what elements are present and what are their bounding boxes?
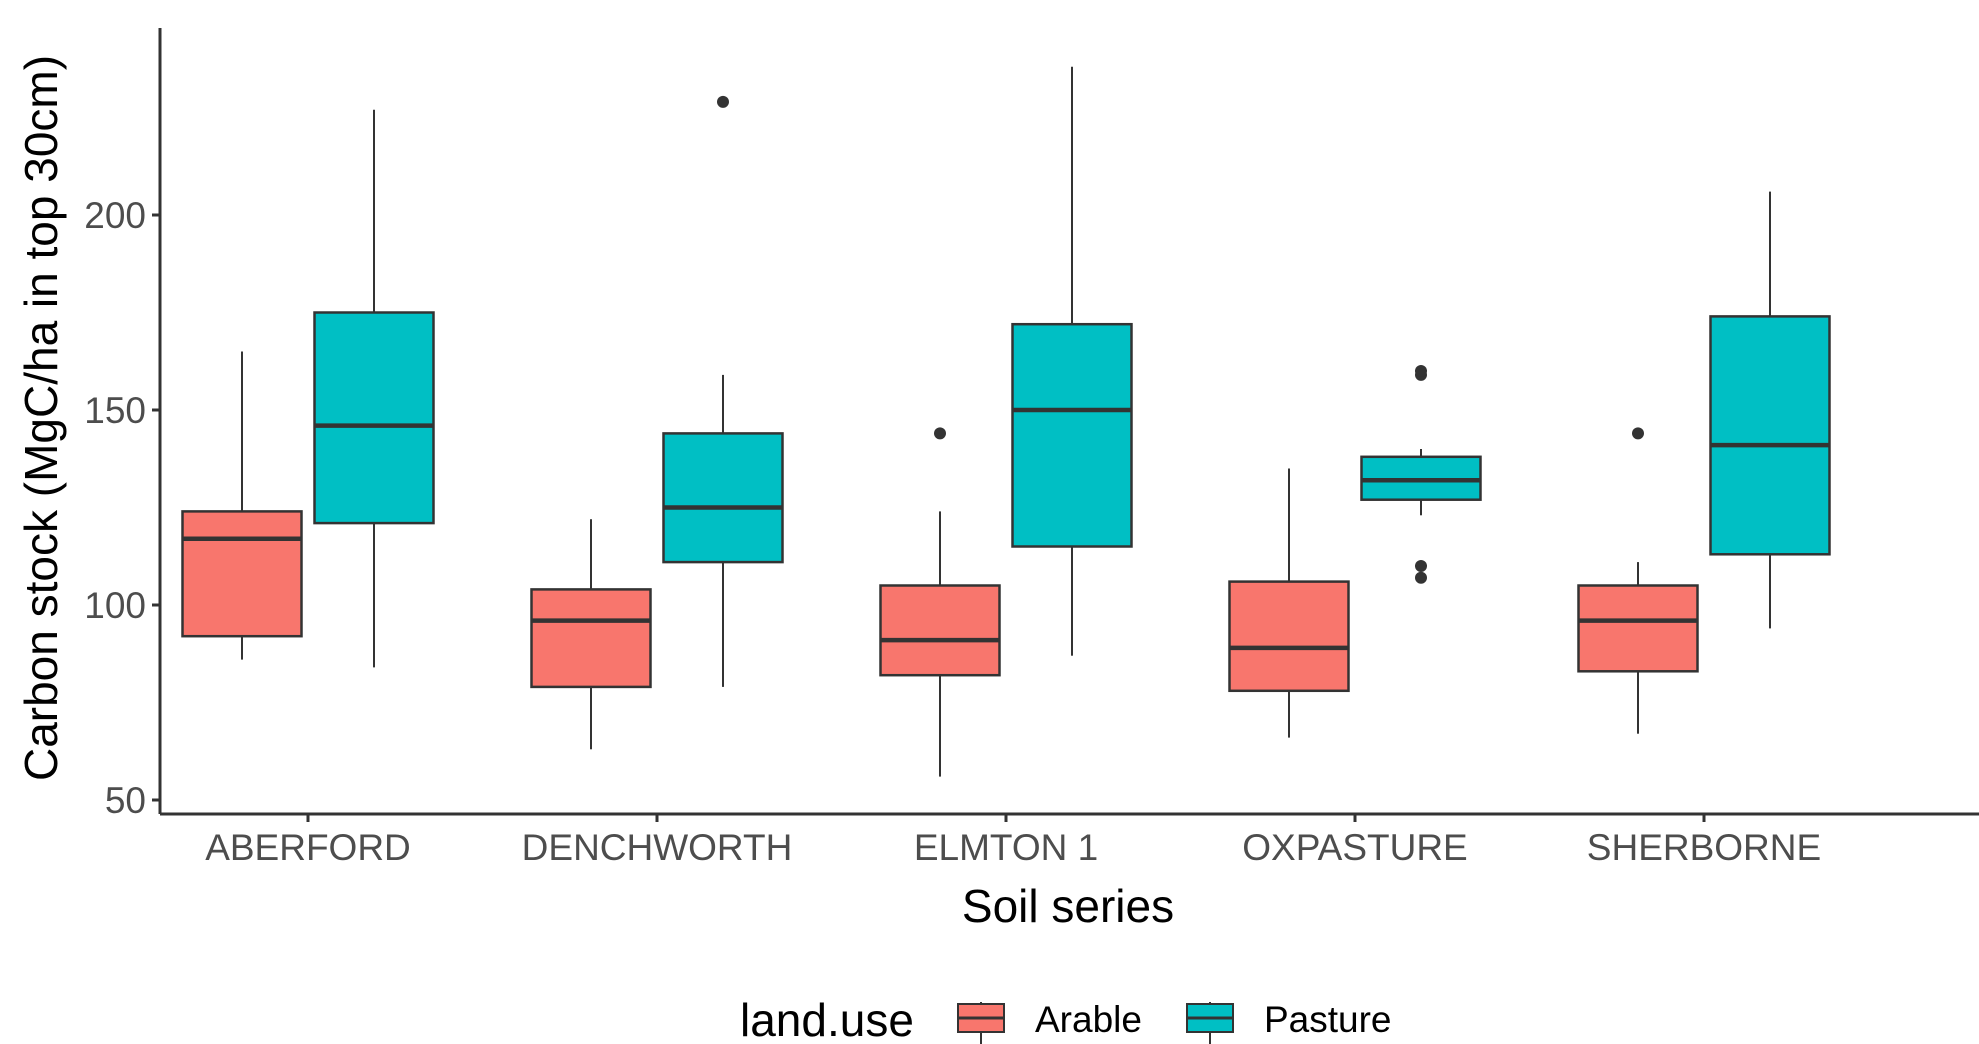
legend-key-pasture (1186, 1002, 1234, 1044)
x-tick-label: SHERBORNE (1587, 827, 1821, 868)
y-tick-label: 100 (84, 585, 146, 626)
iqr-box (1577, 584, 1699, 673)
x-tick-label: DENCHWORTH (522, 827, 793, 868)
y-tick-label: 200 (84, 195, 146, 236)
iqr-box (313, 311, 435, 525)
outlier-point (717, 95, 729, 108)
iqr-box (879, 584, 1001, 677)
plot-area (181, 66, 1831, 777)
iqr-box (181, 510, 303, 638)
box-arable-0 (181, 351, 303, 660)
box-pasture-0 (313, 109, 435, 668)
iqr-box (662, 432, 784, 564)
box-pasture-2 (1011, 66, 1133, 656)
x-tick-label: ELMTON 1 (914, 827, 1098, 868)
iqr-box (530, 588, 652, 689)
outlier-point (1415, 571, 1427, 584)
outlier-point (934, 427, 946, 440)
box-pasture-3 (1360, 365, 1482, 584)
x-tick-label: ABERFORD (205, 827, 411, 868)
y-tick-label: 150 (84, 390, 146, 431)
iqr-box (1228, 580, 1350, 693)
legend-label-pasture: Pasture (1264, 999, 1392, 1040)
outlier-point (1415, 365, 1427, 377)
outlier-point (1632, 427, 1644, 440)
box-arable-4 (1577, 427, 1699, 734)
box-arable-3 (1228, 468, 1350, 738)
x-ticks: ABERFORD DENCHWORTH ELMTON 1 OXPASTURE SHERB… (205, 814, 1821, 868)
y-ticks: 50 100 150 200 (84, 195, 160, 821)
y-axis-title: Carbon stock (MgC/ha in top 30cm) (15, 55, 67, 781)
axes (158, 28, 1979, 816)
legend-label-arable: Arable (1035, 999, 1142, 1040)
legend-title: land.use (740, 994, 914, 1044)
legend-key-arable (957, 1002, 1005, 1044)
x-tick-label: OXPASTURE (1242, 827, 1467, 868)
y-tick-label: 50 (105, 780, 146, 821)
box-pasture-4 (1709, 191, 1831, 629)
x-axis-title: Soil series (962, 880, 1174, 932)
outlier-point (1415, 560, 1427, 572)
box-arable-1 (530, 519, 652, 750)
box-arable-2 (879, 427, 1001, 777)
box-pasture-1 (662, 95, 784, 687)
iqr-box (1709, 315, 1831, 556)
legend: land.use Arable Pasture (740, 994, 1392, 1044)
iqr-box (1011, 322, 1133, 548)
